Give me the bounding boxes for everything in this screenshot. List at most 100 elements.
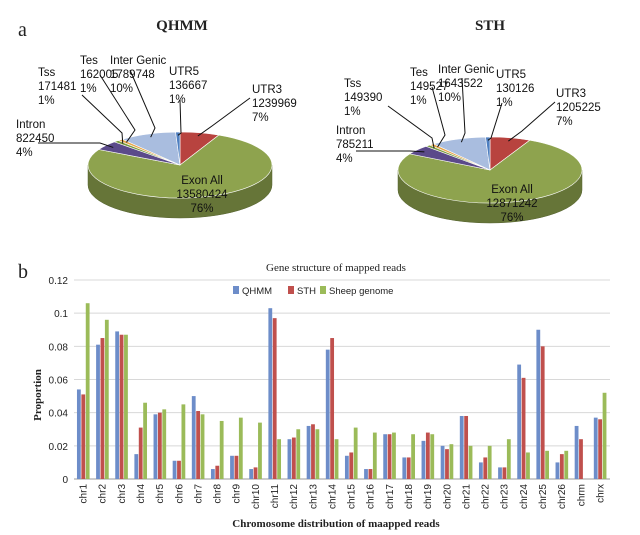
y-tick-label: 0.12: [49, 276, 69, 287]
pie-leader-utr3: [508, 101, 556, 142]
pie-leader-utr5: [487, 102, 503, 141]
bar-qhmm-chr7: [191, 396, 196, 479]
pie-label-line: Exon All: [491, 184, 533, 196]
bar-sheep-chr22: [487, 445, 492, 479]
bar-chart-chromosome: Gene structure of mapped reads Chromosom…: [32, 262, 610, 530]
pie-leader-tss: [387, 105, 435, 149]
pie-label-line: Inter Genic: [110, 55, 166, 67]
bar-qhmm-chr19: [421, 440, 426, 479]
bar-sheep-chr16: [372, 432, 377, 479]
pie-chart-sth: STH UTR3 1205225 7% Exon All 12871242 76% Intr…: [336, 18, 601, 224]
pie-leader-inter-genic: [129, 69, 156, 138]
x-tick-label-chr19: chr19: [423, 484, 434, 509]
bar-sth-chr5: [157, 412, 162, 479]
x-tick-label-chr26: chr26: [557, 484, 568, 509]
bar-qhmm-chr6: [172, 460, 177, 479]
bar-sth-chr21: [464, 415, 469, 479]
pie-label-utr3: UTR3 1239969 7%: [252, 84, 297, 124]
pie-label-line: Tss: [344, 78, 362, 90]
bar-qhmm-chr14: [325, 349, 330, 479]
pie-label-line: 12871242: [486, 198, 537, 210]
bar-sheep-chr12: [296, 429, 301, 479]
y-tick-label: 0.08: [49, 342, 69, 353]
bar-qhmm-chr2: [96, 344, 100, 479]
x-tick-label-chr5: chr5: [155, 484, 166, 504]
bar-sth-chr15: [349, 452, 354, 479]
pie-label-line: 1789748: [110, 69, 155, 81]
x-tick-label-chr23: chr23: [500, 484, 511, 509]
pie-label-line: 1%: [169, 94, 186, 106]
x-tick-label-chrm: chrm: [576, 484, 587, 506]
bar-qhmm-chr16: [364, 469, 368, 479]
x-tick-label-chr12: chr12: [289, 484, 300, 509]
bar-sth-chr4: [138, 427, 143, 479]
pie-label-line: 1643522: [438, 78, 483, 90]
x-tick-label-chr21: chr21: [461, 484, 472, 509]
bar-sheep-chr26: [564, 450, 569, 479]
pie-label-line: Tes: [410, 67, 428, 79]
pie-label-line: 4%: [336, 153, 353, 165]
pie-label-utr3: UTR3 1205225 7%: [556, 88, 601, 128]
x-tick-label-chr17: chr17: [385, 484, 396, 509]
pie-label-line: 130126: [496, 83, 534, 95]
pie-slice-exon-all: [397, 139, 583, 204]
pie-label-line: 785211: [336, 139, 374, 151]
y-tick-label: 0: [62, 475, 68, 486]
bar-sth-chr20: [445, 449, 449, 479]
pie-label-tss: Tss 171481 1%: [38, 67, 76, 107]
pie-label-line: UTR3: [556, 88, 586, 100]
pie-slice-exon-all: [87, 134, 273, 199]
bar-sth-chr22: [483, 457, 488, 479]
y-tick-label: 0.02: [49, 442, 69, 453]
bar-qhmm-chr12: [287, 439, 292, 479]
pie-slice-utr5: [485, 136, 491, 171]
x-tick-label-chr14: chr14: [327, 484, 338, 509]
pie-label-line: 149527: [410, 81, 448, 93]
pie-leader-intron: [38, 142, 114, 148]
bar-qhmm-chr3: [115, 331, 120, 479]
bar-sth-chr13: [311, 424, 315, 479]
pie-label-line: UTR5: [496, 69, 526, 81]
x-tick-label-chr6: chr6: [174, 484, 185, 504]
bar-qhmm-chr9: [230, 455, 234, 479]
pie-label-intron: Intron 785211 4%: [336, 125, 374, 165]
x-tick-label-chr20: chr20: [442, 484, 453, 509]
pie-chart-qhmm: QHMM UTR3 1239969 7% Exon All 13580424 76% Int…: [16, 18, 297, 219]
bar-sheep-chr10: [258, 422, 262, 479]
bar-qhmm-chr25: [536, 329, 541, 479]
x-tick-label-chr2: chr2: [98, 484, 109, 504]
pie-leader-tss: [81, 94, 124, 144]
legend-label-sheep: Sheep genome: [329, 286, 393, 297]
pie-label-line: 1%: [38, 95, 55, 107]
legend-swatch-sheep: [320, 286, 326, 294]
pie-leader-intron: [356, 150, 425, 153]
x-tick-label-chr13: chr13: [308, 484, 319, 509]
pie-leader-tes: [99, 74, 136, 143]
pie-label-line: UTR5: [169, 66, 199, 78]
bar-sheep-chr9: [238, 417, 243, 479]
pie-label-line: Tss: [38, 67, 56, 79]
bar-sth-chr10: [253, 467, 258, 479]
bar-sth-chrm: [579, 439, 583, 479]
pie-label-line: 10%: [438, 92, 461, 104]
bar-sth-chr14: [330, 338, 335, 479]
legend-label-sth: STH: [297, 286, 316, 297]
bar-sheep-chrx: [602, 392, 607, 479]
x-tick-label-chr16: chr16: [366, 484, 377, 509]
x-tick-label-chrx: chrx: [595, 484, 606, 503]
y-tick-label: 0.04: [49, 409, 69, 420]
bar-qhmm-chr13: [306, 425, 311, 479]
pie-label-line: UTR3: [252, 84, 282, 96]
x-tick-label-chr25: chr25: [538, 484, 549, 509]
bar-sheep-chr21: [468, 445, 473, 479]
bar-sheep-chr25: [545, 450, 550, 479]
bar-sheep-chr4: [143, 402, 148, 479]
bar-qhmm-chr5: [153, 414, 158, 479]
pie-leader-utr5: [177, 99, 182, 136]
bar-sth-chr8: [215, 465, 220, 479]
bar-sheep-chr5: [162, 409, 167, 479]
bar-sheep-chr19: [430, 434, 435, 479]
bar-qhmm-chr15: [344, 455, 349, 479]
bar-sth-chr6: [177, 460, 181, 479]
